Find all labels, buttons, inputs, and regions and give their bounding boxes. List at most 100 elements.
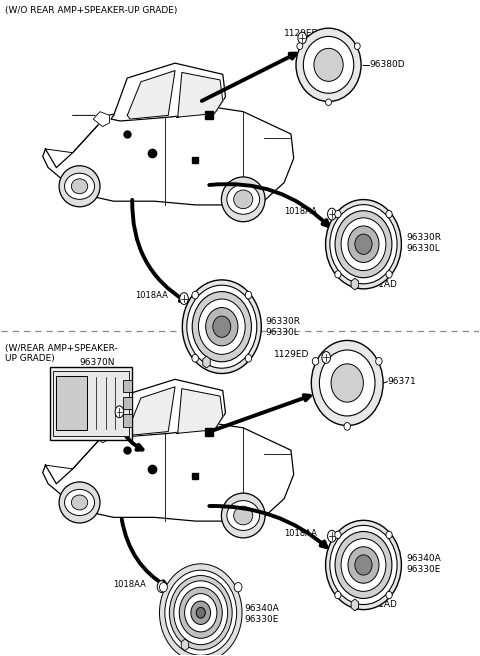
Ellipse shape xyxy=(386,592,392,599)
Ellipse shape xyxy=(192,291,252,362)
Ellipse shape xyxy=(325,99,332,106)
Text: 1339CC: 1339CC xyxy=(125,405,161,414)
Text: 96371: 96371 xyxy=(387,377,416,386)
FancyBboxPatch shape xyxy=(53,371,129,436)
Ellipse shape xyxy=(227,501,260,531)
Ellipse shape xyxy=(192,291,198,299)
Circle shape xyxy=(327,208,336,220)
FancyBboxPatch shape xyxy=(123,415,132,426)
Ellipse shape xyxy=(234,506,253,525)
Ellipse shape xyxy=(191,601,211,625)
Text: 96330E: 96330E xyxy=(245,615,279,624)
Ellipse shape xyxy=(205,308,238,346)
Ellipse shape xyxy=(314,49,343,81)
Ellipse shape xyxy=(234,190,253,209)
Ellipse shape xyxy=(325,199,401,289)
Ellipse shape xyxy=(341,539,386,591)
Text: 96380D: 96380D xyxy=(369,60,405,70)
Ellipse shape xyxy=(185,594,217,632)
Ellipse shape xyxy=(348,546,379,583)
Text: 96340A: 96340A xyxy=(406,554,441,563)
Polygon shape xyxy=(111,379,226,437)
FancyBboxPatch shape xyxy=(57,376,87,430)
Ellipse shape xyxy=(335,531,341,539)
FancyBboxPatch shape xyxy=(50,367,132,440)
Ellipse shape xyxy=(64,489,95,516)
Ellipse shape xyxy=(213,316,231,337)
Ellipse shape xyxy=(319,350,375,416)
Ellipse shape xyxy=(192,354,198,362)
Circle shape xyxy=(115,406,124,418)
Polygon shape xyxy=(43,102,294,205)
Ellipse shape xyxy=(355,555,372,575)
Text: (W/REAR AMP+SPEAKER-: (W/REAR AMP+SPEAKER- xyxy=(5,344,118,353)
Text: (W/O REAR AMP+SPEAKER-UP GRADE): (W/O REAR AMP+SPEAKER-UP GRADE) xyxy=(5,6,178,15)
Ellipse shape xyxy=(312,358,319,365)
Ellipse shape xyxy=(72,495,88,510)
Circle shape xyxy=(322,352,330,363)
Ellipse shape xyxy=(187,285,257,368)
Ellipse shape xyxy=(196,607,205,618)
Ellipse shape xyxy=(182,280,261,373)
Polygon shape xyxy=(111,63,226,121)
Ellipse shape xyxy=(174,581,228,645)
FancyBboxPatch shape xyxy=(123,380,132,392)
Ellipse shape xyxy=(245,291,252,299)
Ellipse shape xyxy=(227,184,260,215)
Ellipse shape xyxy=(386,211,392,218)
Text: 1491AD: 1491AD xyxy=(361,279,397,289)
Ellipse shape xyxy=(330,205,397,284)
Circle shape xyxy=(180,293,188,304)
FancyBboxPatch shape xyxy=(123,397,132,409)
Circle shape xyxy=(327,530,336,542)
Text: UP GRADE): UP GRADE) xyxy=(5,354,55,363)
Text: 1129ED: 1129ED xyxy=(274,350,309,359)
Circle shape xyxy=(157,581,166,592)
Ellipse shape xyxy=(354,43,360,49)
Ellipse shape xyxy=(335,271,341,278)
Ellipse shape xyxy=(386,271,392,278)
Text: 1018AA: 1018AA xyxy=(113,580,146,589)
Text: 1018AA: 1018AA xyxy=(284,207,317,216)
Ellipse shape xyxy=(221,177,265,222)
Ellipse shape xyxy=(312,340,383,426)
Ellipse shape xyxy=(335,211,341,218)
Ellipse shape xyxy=(72,179,88,194)
Ellipse shape xyxy=(245,354,252,362)
Ellipse shape xyxy=(335,211,392,277)
Circle shape xyxy=(298,32,307,44)
Ellipse shape xyxy=(344,422,350,430)
Ellipse shape xyxy=(303,37,354,93)
Ellipse shape xyxy=(296,28,361,102)
Text: 1018AA: 1018AA xyxy=(284,529,317,538)
Ellipse shape xyxy=(330,525,397,605)
Ellipse shape xyxy=(341,218,386,270)
Text: 96370N: 96370N xyxy=(80,358,115,367)
Polygon shape xyxy=(176,388,223,434)
Ellipse shape xyxy=(169,575,232,650)
Text: 1491AD: 1491AD xyxy=(213,358,249,367)
Text: 96330R: 96330R xyxy=(406,233,441,242)
Text: 96330L: 96330L xyxy=(406,244,440,253)
Text: 1491AD: 1491AD xyxy=(191,640,227,649)
Ellipse shape xyxy=(64,173,95,199)
Text: 96330L: 96330L xyxy=(265,328,299,337)
Polygon shape xyxy=(43,419,294,521)
Text: 96330E: 96330E xyxy=(406,565,441,574)
Ellipse shape xyxy=(335,592,341,599)
Polygon shape xyxy=(127,71,175,119)
Ellipse shape xyxy=(386,531,392,539)
Ellipse shape xyxy=(221,493,265,538)
Text: 1129ED: 1129ED xyxy=(284,29,319,38)
Text: 1018AA: 1018AA xyxy=(135,291,168,300)
Ellipse shape xyxy=(165,570,237,655)
Polygon shape xyxy=(176,72,223,117)
Ellipse shape xyxy=(199,299,245,354)
Ellipse shape xyxy=(325,520,401,609)
Text: 1491AD: 1491AD xyxy=(361,600,397,609)
Polygon shape xyxy=(93,428,109,443)
Ellipse shape xyxy=(348,226,379,262)
Ellipse shape xyxy=(234,583,242,592)
Polygon shape xyxy=(93,112,109,127)
Ellipse shape xyxy=(297,43,303,49)
